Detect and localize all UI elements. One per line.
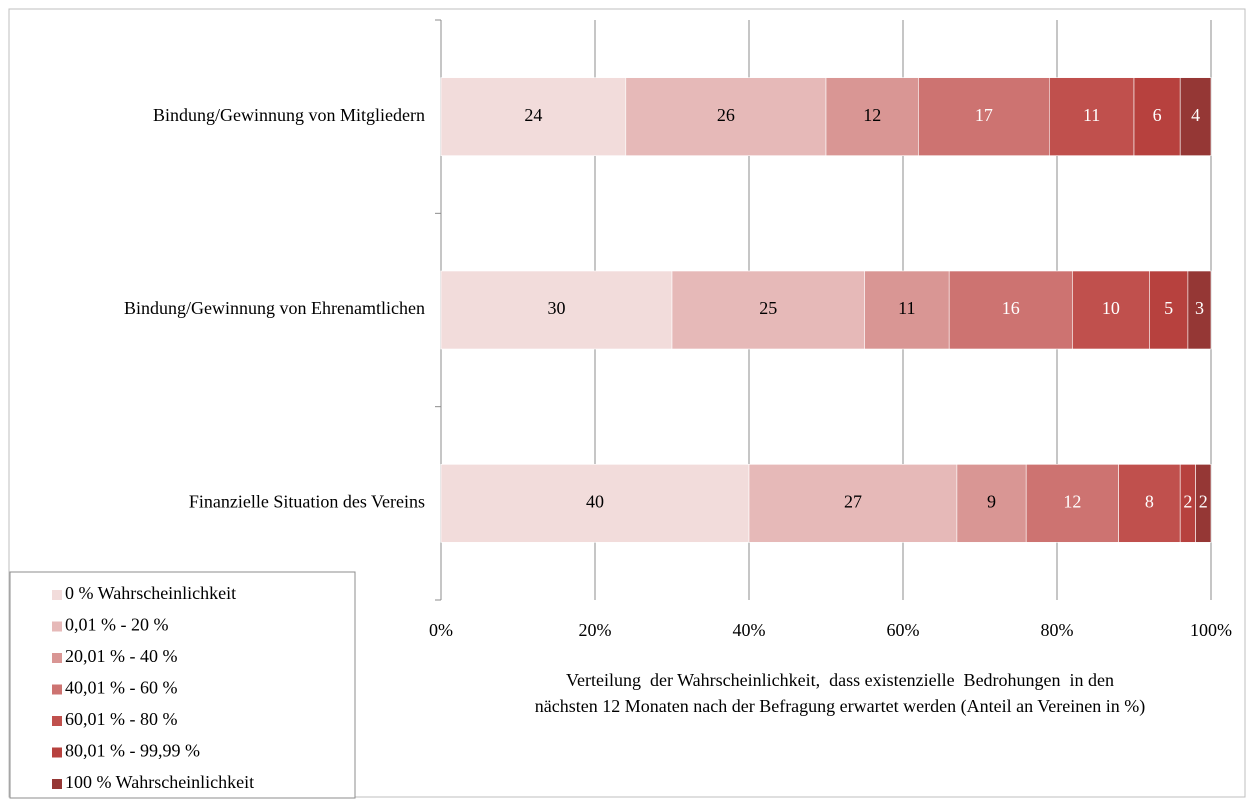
legend-swatch [52, 747, 62, 758]
x-axis-label: Verteilung der Wahrscheinlichkeit, dass … [566, 670, 1114, 690]
x-tick-label: 60% [887, 620, 920, 640]
legend-box [9, 571, 356, 799]
data-label: 17 [975, 105, 993, 125]
bar-segment [864, 270, 950, 350]
x-tick-label: 40% [733, 620, 766, 640]
bar-segment [440, 464, 750, 543]
y-tick-label: Finanzielle Situation des Vereins [189, 491, 425, 511]
x-tick-label: 0% [429, 620, 453, 640]
data-label: 5 [1164, 298, 1173, 318]
data-label: 12 [1063, 491, 1081, 511]
legend-swatch [52, 716, 62, 726]
x-axis-label: nächsten 12 Monaten nach der Befragung e… [535, 696, 1145, 717]
data-label: 25 [759, 298, 777, 318]
data-label: 16 [1002, 298, 1020, 318]
legend-label: 0,01 % - 20 % [65, 615, 168, 635]
bar-segment [625, 77, 827, 156]
bar-segment [1179, 77, 1212, 156]
bar-segment [440, 77, 627, 156]
bar-segment [1049, 77, 1135, 156]
legend-swatch [52, 684, 62, 695]
x-tick-label: 20% [579, 620, 612, 640]
bar-segment [956, 464, 1027, 543]
bar-segment [825, 77, 919, 156]
data-label: 27 [844, 491, 862, 511]
bar-segment [1025, 464, 1119, 543]
data-label: 6 [1153, 105, 1162, 125]
legend-swatch [52, 590, 62, 600]
y-tick-label: Bindung/Gewinnung von Ehrenamtlichen [124, 298, 425, 318]
data-label: 10 [1102, 298, 1120, 318]
data-label: 2 [1199, 491, 1208, 511]
data-label: 26 [717, 105, 735, 125]
chart-border [8, 8, 1246, 798]
data-label: 2 [1183, 491, 1192, 511]
data-label: 8 [1145, 491, 1154, 511]
legend-label: 60,01 % - 80 % [65, 709, 177, 729]
bar-segment [948, 270, 1073, 350]
bar-segment [918, 77, 1050, 156]
data-label: 9 [987, 491, 996, 511]
x-tick-label: 80% [1041, 620, 1074, 640]
data-label: 24 [524, 105, 542, 125]
legend-swatch [52, 653, 62, 663]
bar-segment [1072, 270, 1150, 350]
legend-label: 80,01 % - 99,99 % [65, 741, 200, 761]
data-label: 4 [1191, 105, 1200, 125]
legend-label: 40,01 % - 60 % [65, 678, 177, 698]
legend-swatch [52, 621, 62, 632]
data-label: 3 [1195, 298, 1204, 318]
bar-segment [1195, 464, 1212, 543]
legend-label: 100 % Wahrscheinlichkeit [65, 772, 254, 792]
bar-segment [1118, 464, 1181, 543]
legend-label: 0 % Wahrscheinlichkeit [65, 583, 236, 603]
legend-label: 20,01 % - 40 % [65, 646, 177, 666]
bar-segment [440, 270, 673, 350]
y-tick-label: Bindung/Gewinnung von Mitgliedern [153, 105, 425, 125]
data-label: 12 [863, 105, 881, 125]
legend-swatch [52, 779, 62, 789]
data-label: 11 [898, 298, 915, 318]
data-label: 11 [1083, 105, 1100, 125]
data-label: 30 [548, 298, 566, 318]
bar-segment [1149, 270, 1189, 350]
bar-segment [671, 270, 865, 350]
bar-segment [748, 464, 958, 543]
data-label: 40 [586, 491, 604, 511]
x-tick-label: 100% [1190, 620, 1232, 640]
bar-segment [1187, 270, 1212, 350]
